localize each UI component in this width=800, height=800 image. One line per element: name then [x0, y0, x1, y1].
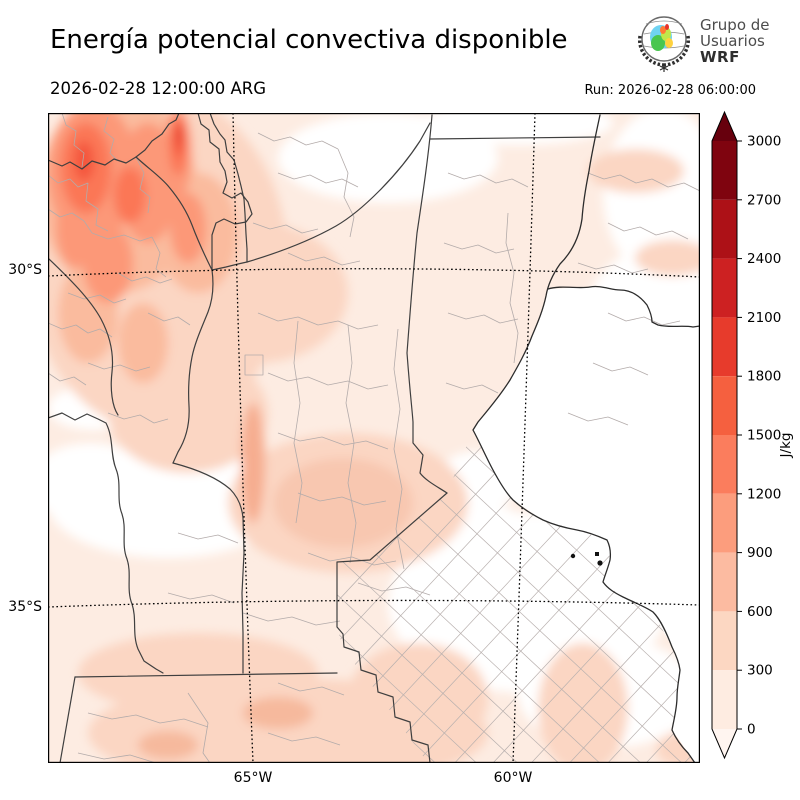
- valid-time-label: 2026-02-28 12:00:00 ARG: [50, 79, 267, 98]
- colorbar-tick-label: 3000: [747, 134, 781, 150]
- colorbar-tick-label: 2400: [747, 251, 781, 267]
- department-boundaries: [48, 113, 700, 763]
- map-canvas: [48, 113, 700, 763]
- colorbar-tick-label: 2700: [747, 192, 781, 208]
- colorbar-tick-label: 600: [747, 604, 773, 620]
- lon-label-65w: 65°W: [233, 770, 273, 786]
- cape-shading: [48, 113, 700, 763]
- colorbar-segment: [712, 552, 737, 612]
- logo-line-2: Usuarios: [700, 32, 765, 51]
- logo-line-3: WRF: [700, 47, 740, 66]
- cape-map: [48, 113, 700, 763]
- city-marks: [570, 552, 603, 566]
- colorbar-svg: 3000 2700 2400 2100 1800 1500 1200 900 6…: [711, 110, 794, 760]
- globe-emblem-icon: [637, 16, 691, 72]
- parallel-35s: [48, 599, 700, 608]
- colorbar-tick-label: 2100: [747, 310, 781, 326]
- colorbar-tick-label: 1500: [747, 428, 781, 444]
- colorbar-tick-label: 1200: [747, 486, 781, 502]
- province-boundaries: [48, 113, 601, 763]
- lon-label-60w: 60°W: [493, 770, 533, 786]
- colorbar-tick-label: 900: [747, 545, 773, 561]
- rio-de-la-plata-water: [473, 287, 700, 763]
- colorbar-over-arrow: [712, 112, 737, 141]
- colorbar-segment: [712, 670, 737, 729]
- colorbar-tick-label: 300: [747, 663, 773, 679]
- colorbar-segment: [712, 435, 737, 494]
- colorbar-segment: [712, 258, 737, 318]
- map-frame: [48, 113, 700, 763]
- colorbar-segment: [712, 611, 737, 671]
- graticule: [48, 113, 700, 763]
- run-time-label: Run: 2026-02-28 06:00:00: [584, 83, 756, 98]
- colorbar: 3000 2700 2400 2100 1800 1500 1200 900 6…: [704, 104, 800, 776]
- river-coastline: [472, 114, 700, 763]
- page-title: Energía potencial convectiva disponible: [50, 25, 568, 55]
- colorbar-segment: [712, 317, 737, 377]
- logo-text: Grupo de Usuarios WRF: [700, 16, 770, 66]
- colorbar-tick-label: 0: [747, 722, 756, 738]
- colorbar-unit-label: J/kg: [778, 433, 794, 459]
- colorbar-under-arrow: [712, 729, 737, 758]
- meridian-60w: [512, 113, 536, 763]
- lat-label-30s: 30°S: [8, 262, 42, 278]
- colorbar-segment: [712, 199, 737, 259]
- colorbar-tick-label: 1800: [747, 369, 781, 385]
- wrf-users-group-logo: Grupo de Usuarios WRF: [634, 10, 794, 74]
- colorbar-segment: [712, 141, 737, 200]
- colorbar-segment: [712, 376, 737, 435]
- colorbar-segment: [712, 493, 737, 553]
- colorbar-ticks: [737, 140, 742, 730]
- logo-line-1: Grupo de: [700, 16, 770, 35]
- lat-label-35s: 35°S: [8, 599, 42, 615]
